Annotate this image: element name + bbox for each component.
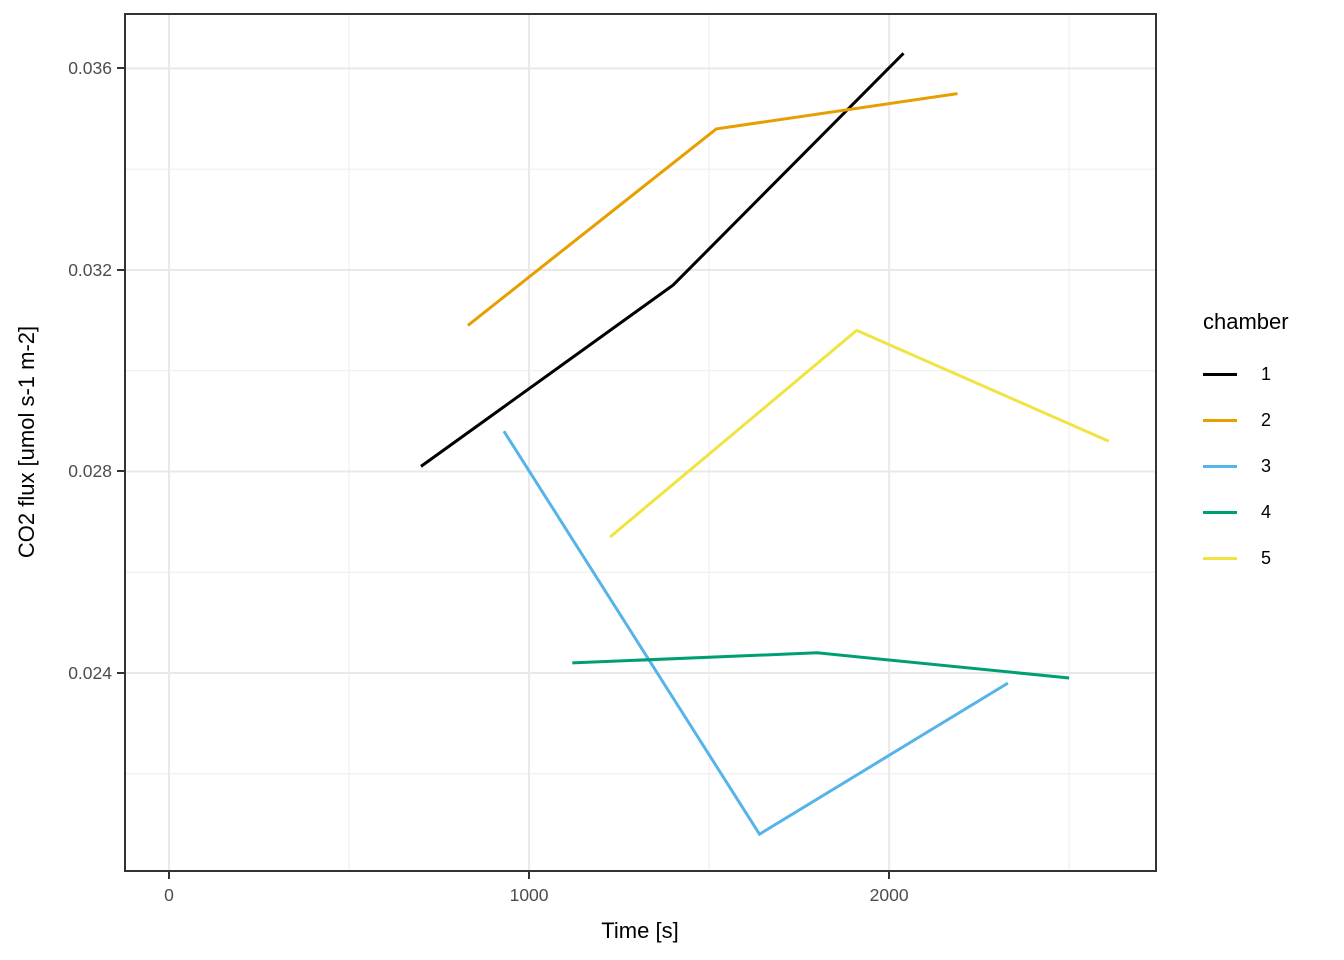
y-tick-mark — [117, 470, 124, 473]
y-tick-label: 0.024 — [68, 662, 112, 683]
series-line-5 — [609, 328, 1110, 539]
legend-key-line-4 — [1203, 510, 1237, 514]
legend-label-1: 1 — [1261, 363, 1272, 384]
x-tick-label: 2000 — [869, 885, 909, 905]
legend-key-line-2 — [1203, 418, 1237, 422]
x-axis-title: Time [s] — [601, 918, 679, 943]
legend-label-4: 4 — [1261, 501, 1272, 522]
legend: chamber 1 2 3 4 5 — [1203, 309, 1289, 581]
legend-item-5: 5 — [1203, 535, 1289, 581]
series-line-4 — [572, 651, 1070, 680]
legend-item-3: 3 — [1203, 443, 1289, 489]
x-tick-label: 0 — [164, 885, 174, 905]
y-tick-label: 0.028 — [68, 461, 112, 482]
legend-item-1: 1 — [1203, 351, 1289, 397]
x-tick-mark — [168, 872, 170, 879]
series-line-3 — [502, 430, 1009, 837]
legend-title: chamber — [1203, 309, 1289, 334]
legend-key-line-5 — [1203, 556, 1237, 560]
legend-label-5: 5 — [1261, 547, 1272, 568]
y-tick-mark — [117, 67, 124, 70]
y-tick-mark — [117, 671, 124, 674]
legend-item-2: 2 — [1203, 397, 1289, 443]
x-tick-mark — [888, 872, 891, 879]
x-tick-mark — [528, 872, 531, 879]
legend-key-line-1 — [1203, 372, 1237, 376]
legend-item-4: 4 — [1203, 489, 1289, 535]
legend-items: 1 2 3 4 5 — [1203, 351, 1289, 581]
y-tick-label: 0.036 — [68, 58, 112, 79]
panel-border — [124, 13, 1157, 872]
legend-key-line-3 — [1203, 464, 1237, 468]
x-tick-label: 1000 — [509, 885, 549, 905]
plot-area — [124, 13, 1157, 872]
legend-label-3: 3 — [1261, 455, 1272, 476]
y-tick-mark — [117, 268, 124, 271]
y-axis-title: CO2 flux [umol s-1 m-2] — [14, 325, 39, 559]
legend-label-2: 2 — [1261, 409, 1272, 430]
series-line-1 — [420, 52, 905, 468]
series-line-2 — [466, 92, 958, 327]
y-tick-label: 0.032 — [68, 259, 112, 280]
